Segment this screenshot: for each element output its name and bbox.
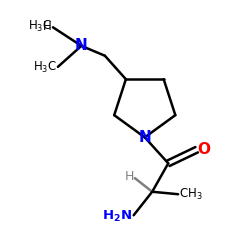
Text: $\mathregular{H_3}$C: $\mathregular{H_3}$C [32,60,57,75]
Text: $\mathregular{H_2}$N: $\mathregular{H_2}$N [102,209,132,224]
Text: O: O [197,142,210,157]
Text: $\mathregular{CH_3}$: $\mathregular{CH_3}$ [180,187,203,202]
Text: H: H [125,170,134,183]
Text: $\mathregular{H_3}$C: $\mathregular{H_3}$C [28,19,52,34]
Text: N: N [138,130,151,145]
Text: N: N [75,38,88,53]
Text: H: H [43,20,52,33]
